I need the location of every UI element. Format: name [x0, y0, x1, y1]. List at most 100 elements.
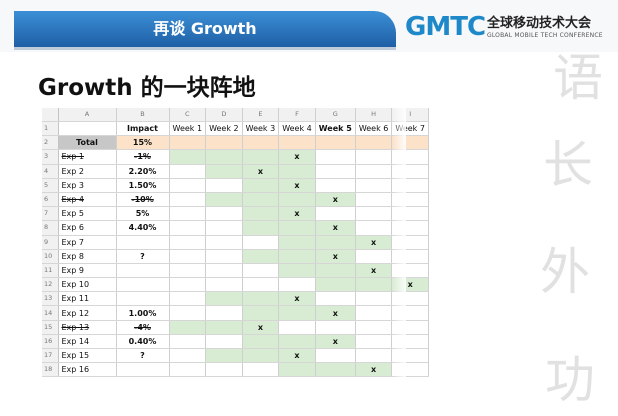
week-cell[interactable]	[169, 305, 207, 321]
week-cell[interactable]	[355, 149, 393, 165]
row-number[interactable]: 15	[42, 320, 59, 335]
week-cell[interactable]	[169, 235, 207, 250]
week-cell[interactable]	[315, 277, 356, 293]
decision-mark-cell[interactable]: x	[315, 305, 356, 321]
week-cell[interactable]	[205, 235, 243, 250]
row-number[interactable]: 14	[42, 305, 59, 321]
week-cell[interactable]	[205, 277, 243, 293]
experiment-name-cell[interactable]: Exp 8	[58, 249, 117, 264]
decision-mark-cell[interactable]: x	[278, 206, 316, 222]
impact-cell[interactable]: 1.00%	[116, 305, 170, 321]
row-number[interactable]: 1	[42, 121, 59, 137]
column-letter[interactable]: D	[205, 108, 243, 122]
impact-cell[interactable]: 4.40%	[116, 220, 170, 236]
week-cell[interactable]	[355, 178, 393, 193]
week-cell[interactable]	[205, 149, 243, 165]
week-cell[interactable]	[169, 320, 207, 335]
row-number[interactable]: 18	[42, 362, 59, 378]
week-cell[interactable]	[355, 291, 393, 307]
row-number[interactable]: 13	[42, 291, 59, 307]
experiment-name-cell[interactable]: Exp 11	[58, 291, 117, 307]
week-cell[interactable]	[242, 277, 280, 293]
decision-mark-cell[interactable]: x	[355, 362, 393, 378]
decision-mark-cell[interactable]: x	[278, 178, 316, 193]
week-cell[interactable]	[205, 362, 243, 378]
week-cell[interactable]	[355, 277, 393, 293]
week-cell[interactable]	[205, 291, 243, 307]
week-cell[interactable]	[315, 263, 356, 279]
week-cell[interactable]	[278, 220, 316, 236]
experiment-name-cell[interactable]: Exp 10	[58, 277, 117, 293]
week-cell[interactable]	[205, 206, 243, 222]
decision-mark-cell[interactable]: x	[315, 220, 356, 236]
week-cell[interactable]	[315, 178, 356, 193]
impact-cell[interactable]: ?	[116, 249, 170, 264]
experiment-name-cell[interactable]: Exp 13	[58, 320, 117, 335]
experiment-name-cell[interactable]: Exp 4	[58, 192, 117, 208]
experiment-name-cell[interactable]: Exp 2	[58, 164, 117, 179]
week-cell[interactable]	[242, 305, 280, 321]
experiment-name-cell[interactable]: Exp 9	[58, 263, 117, 279]
week-cell[interactable]	[278, 362, 316, 378]
column-letter[interactable]: G	[315, 108, 356, 122]
week-cell[interactable]	[169, 178, 207, 193]
week-cell[interactable]	[355, 192, 393, 208]
week-header-cell[interactable]: Week 6	[355, 121, 393, 137]
week-cell[interactable]	[278, 249, 316, 264]
week-cell[interactable]	[315, 235, 356, 250]
decision-mark-cell[interactable]: x	[315, 192, 356, 208]
week-cell[interactable]	[205, 249, 243, 264]
week-cell[interactable]	[205, 320, 243, 335]
impact-cell[interactable]: 2.20%	[116, 164, 170, 179]
week-cell[interactable]	[169, 164, 207, 179]
week-cell[interactable]	[355, 320, 393, 335]
experiment-name-cell[interactable]: Exp 6	[58, 220, 117, 236]
week-cell[interactable]	[315, 206, 356, 222]
impact-cell[interactable]	[116, 263, 170, 279]
week-cell[interactable]	[242, 334, 280, 350]
impact-cell[interactable]: 5%	[116, 206, 170, 222]
experiment-name-cell[interactable]: Exp 12	[58, 305, 117, 321]
week-cell[interactable]	[355, 348, 393, 364]
week-cell[interactable]	[242, 249, 280, 264]
total-impact-cell[interactable]: 15%	[116, 135, 170, 151]
column-letter[interactable]: H	[355, 108, 393, 122]
row-number[interactable]: 8	[42, 220, 59, 236]
cell[interactable]	[205, 135, 243, 151]
cell[interactable]	[355, 135, 393, 151]
week-cell[interactable]	[169, 263, 207, 279]
experiment-name-cell[interactable]: Exp 7	[58, 235, 117, 250]
week-cell[interactable]	[169, 277, 207, 293]
week-cell[interactable]	[355, 305, 393, 321]
week-cell[interactable]	[315, 149, 356, 165]
week-cell[interactable]	[278, 320, 316, 335]
week-cell[interactable]	[205, 334, 243, 350]
impact-header-cell[interactable]: Impact	[116, 121, 170, 137]
row-number[interactable]: 3	[42, 149, 59, 165]
week-cell[interactable]	[242, 263, 280, 279]
impact-cell[interactable]: -10%	[116, 192, 170, 208]
column-letter[interactable]: C	[169, 108, 207, 122]
row-number[interactable]: 4	[42, 164, 59, 179]
week-header-cell[interactable]: Week 4	[278, 121, 316, 137]
week-header-cell[interactable]: Week 5	[315, 121, 356, 137]
week-cell[interactable]	[169, 220, 207, 236]
row-number[interactable]: 6	[42, 192, 59, 208]
week-cell[interactable]	[205, 348, 243, 364]
impact-cell[interactable]: -1%	[116, 149, 170, 165]
week-cell[interactable]	[205, 220, 243, 236]
week-cell[interactable]	[355, 334, 393, 350]
impact-cell[interactable]	[116, 291, 170, 307]
week-cell[interactable]	[278, 305, 316, 321]
week-cell[interactable]	[169, 334, 207, 350]
week-cell[interactable]	[242, 362, 280, 378]
week-cell[interactable]	[242, 178, 280, 193]
week-cell[interactable]	[169, 149, 207, 165]
experiment-name-cell[interactable]: Exp 1	[58, 149, 117, 165]
week-cell[interactable]	[278, 235, 316, 250]
cell[interactable]	[315, 135, 356, 151]
week-cell[interactable]	[242, 192, 280, 208]
decision-mark-cell[interactable]: x	[355, 263, 393, 279]
week-cell[interactable]	[242, 235, 280, 250]
column-letter[interactable]: A	[58, 108, 117, 122]
